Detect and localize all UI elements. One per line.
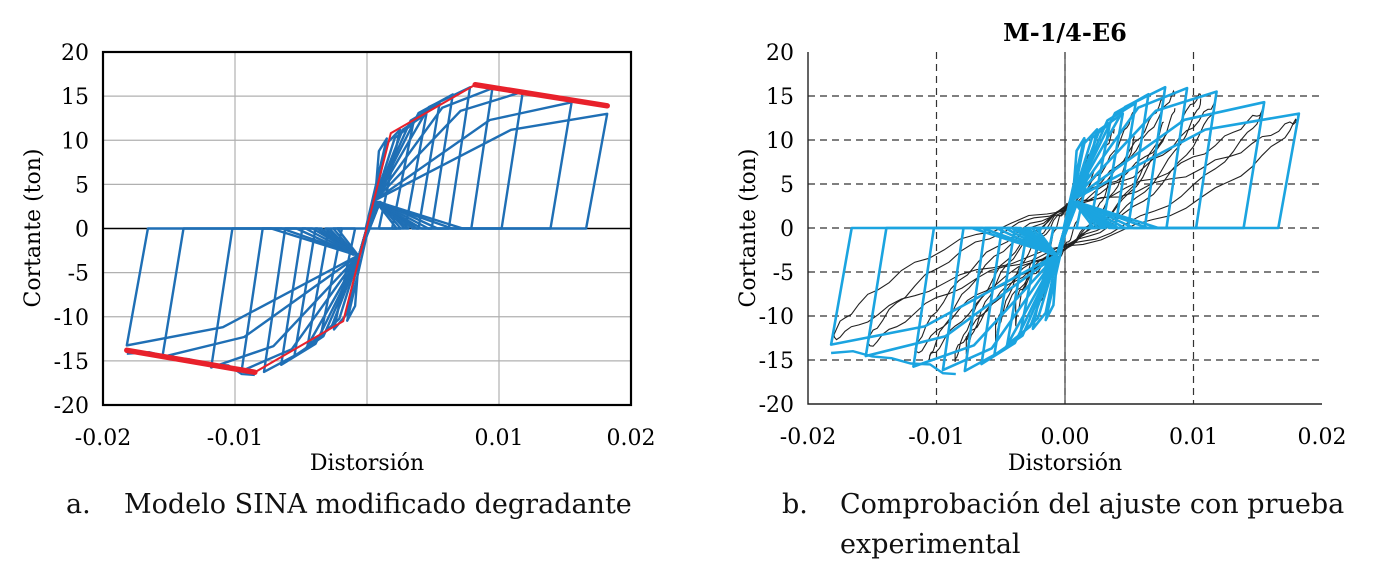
chart-b-y-tick-label: -15	[759, 349, 794, 374]
chart-b-x-tick-label: -0.01	[908, 425, 964, 450]
chart-b-model-loop	[829, 112, 1301, 346]
chart-b-y-tick-label: 15	[766, 85, 794, 110]
chart-b-y-axis-label: Cortante (ton)	[736, 149, 761, 308]
chart-b-y-tick-label: 20	[766, 41, 794, 66]
chart-a-x-axis-label: Distorsión	[310, 451, 424, 476]
chart-a-y-tick-label: -20	[54, 394, 89, 419]
chart-a-y-tick-label: -10	[54, 306, 89, 331]
chart-a-envelope-negative-branch	[124, 347, 258, 376]
chart-a-y-tick-label: 20	[61, 41, 89, 66]
chart-a-x-tick-label: -0.02	[75, 426, 131, 451]
caption-b: b. Comprobación del ajuste con prueba	[782, 487, 1344, 523]
chart-b-y-tick-label: -5	[773, 261, 794, 286]
chart-a-cycle-line	[125, 112, 609, 347]
caption-b-line2: experimental	[840, 527, 1021, 563]
caption-b-letter: b.	[782, 489, 808, 520]
chart-a-y-tick-label: 10	[61, 129, 89, 154]
chart-b-x-tick-label: -0.02	[780, 425, 836, 450]
chart-b-y-tick-label: 10	[766, 129, 794, 154]
chart-b-title: M-1/4-E6	[1003, 18, 1127, 47]
chart-a-y-tick-labels: 20 15 10 5 0 -5 -10 -15 -20	[54, 41, 89, 419]
chart-b: 20 15 10 5 0 -5 -10 -15 -20 -0.02 -0.01 0.00 0.01 0.…	[736, 18, 1346, 476]
chart-a-y-tick-label: -15	[54, 350, 89, 375]
chart-b-y-tick-label: -20	[759, 393, 794, 418]
chart-b-y-tick-label: -10	[759, 305, 794, 330]
chart-b-y-tick-label: 5	[780, 173, 794, 198]
chart-a-x-tick-label: 0.01	[475, 426, 524, 451]
chart-b-y-tick-labels: 20 15 10 5 0 -5 -10 -15 -20	[759, 41, 794, 418]
chart-a-frame	[101, 50, 633, 407]
chart-b-axes	[807, 52, 1322, 405]
chart-a-y-tick-label: 0	[75, 218, 89, 243]
chart-a-x-tick-label: 0.02	[607, 426, 656, 451]
chart-a-x-tick-label: -0.01	[207, 426, 263, 451]
chart-a-y-tick-label: 5	[75, 173, 89, 198]
caption-b-text-line1: Comprobación del ajuste con prueba	[840, 489, 1345, 520]
chart-b-x-tick-label: 0.01	[1169, 425, 1218, 450]
caption-b-text-line2: experimental	[840, 529, 1021, 560]
chart-b-x-tick-label: 0.00	[1041, 425, 1090, 450]
chart-b-model-curves	[829, 85, 1301, 376]
chart-a-y-tick-label: -5	[68, 262, 89, 287]
caption-a: a. Modelo SINA modificado degradante	[66, 487, 632, 523]
caption-a-text: Modelo SINA modificado degradante	[124, 489, 632, 520]
chart-a-x-tick-labels: -0.02 -0.01 0.01 0.02	[75, 426, 656, 451]
chart-b-y-tick-label: 0	[780, 217, 794, 242]
chart-b-x-tick-label: 0.02	[1298, 425, 1347, 450]
chart-a-y-tick-label: 15	[61, 85, 89, 110]
chart-a-y-axis-label: Cortante (ton)	[21, 149, 46, 308]
chart-a-curves	[124, 81, 610, 377]
chart-b-x-axis-label: Distorsión	[1008, 451, 1122, 476]
chart-b-x-tick-labels: -0.02 -0.01 0.00 0.01 0.02	[780, 425, 1347, 450]
chart-b-jagged-line	[831, 349, 956, 376]
chart-a: 20 15 10 5 0 -5 -10 -15 -20 -0.02 -0.01 0.01 0.02 D…	[21, 41, 655, 476]
caption-a-letter: a.	[66, 489, 91, 520]
chart-a-envelope-positive-branch	[472, 81, 610, 109]
